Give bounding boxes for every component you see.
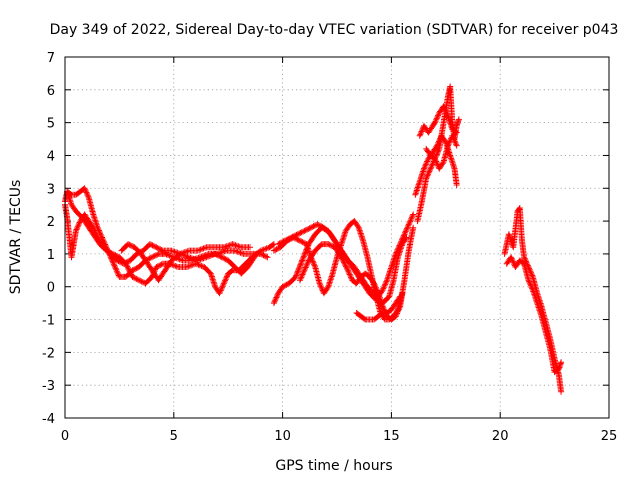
- y-tick-label: 6: [47, 84, 55, 99]
- x-tick-label: 15: [383, 429, 400, 444]
- plot-border: [64, 56, 610, 419]
- y-axis-title: SDTVAR / TECUs: [8, 180, 24, 295]
- data-point-markers: [118, 241, 258, 284]
- y-tick-label: 3: [47, 182, 55, 197]
- data-point-markers: [416, 103, 460, 139]
- data-track: [64, 188, 277, 297]
- x-tick-label: 0: [61, 429, 69, 444]
- y-tick-label: -1: [42, 314, 55, 329]
- data-point-markers: [503, 254, 565, 376]
- data-track: [297, 224, 417, 323]
- y-tick-label: -2: [42, 346, 55, 361]
- x-tick-label: 10: [274, 429, 291, 444]
- y-tick-label: 0: [47, 281, 55, 296]
- x-tick-label: 5: [170, 429, 178, 444]
- y-tick-label: 7: [47, 51, 55, 66]
- y-tick-label: 2: [47, 215, 55, 230]
- x-tick-label: 20: [492, 429, 509, 444]
- data-track: [503, 254, 565, 376]
- y-tick-label: -3: [42, 379, 55, 394]
- data-point-markers: [297, 224, 417, 323]
- grid: [65, 57, 609, 418]
- data-point-markers: [353, 293, 404, 323]
- data-point-markers: [414, 83, 462, 225]
- x-tick-label: 25: [601, 429, 618, 444]
- data-track: [423, 132, 460, 172]
- y-tick-label: 4: [47, 149, 55, 164]
- data-track: [118, 241, 258, 284]
- data-series: [62, 83, 565, 395]
- y-tick-label: 1: [47, 248, 55, 263]
- data-track: [414, 83, 462, 225]
- y-axis: -4 -3 -2 -1 0 1 2 3 4 5 6 7: [42, 51, 609, 427]
- x-axis: 0 5 10 15 20 25: [61, 57, 617, 444]
- x-axis-title: GPS time / hours: [275, 458, 392, 474]
- data-track: [353, 293, 404, 323]
- chart-title: Day 349 of 2022, Sidereal Day-to-day VTE…: [50, 22, 619, 38]
- data-point-markers: [423, 132, 460, 172]
- y-tick-label: 5: [47, 117, 55, 132]
- y-tick-label: -4: [42, 412, 55, 427]
- data-track: [416, 103, 460, 139]
- data-point-markers: [64, 188, 277, 297]
